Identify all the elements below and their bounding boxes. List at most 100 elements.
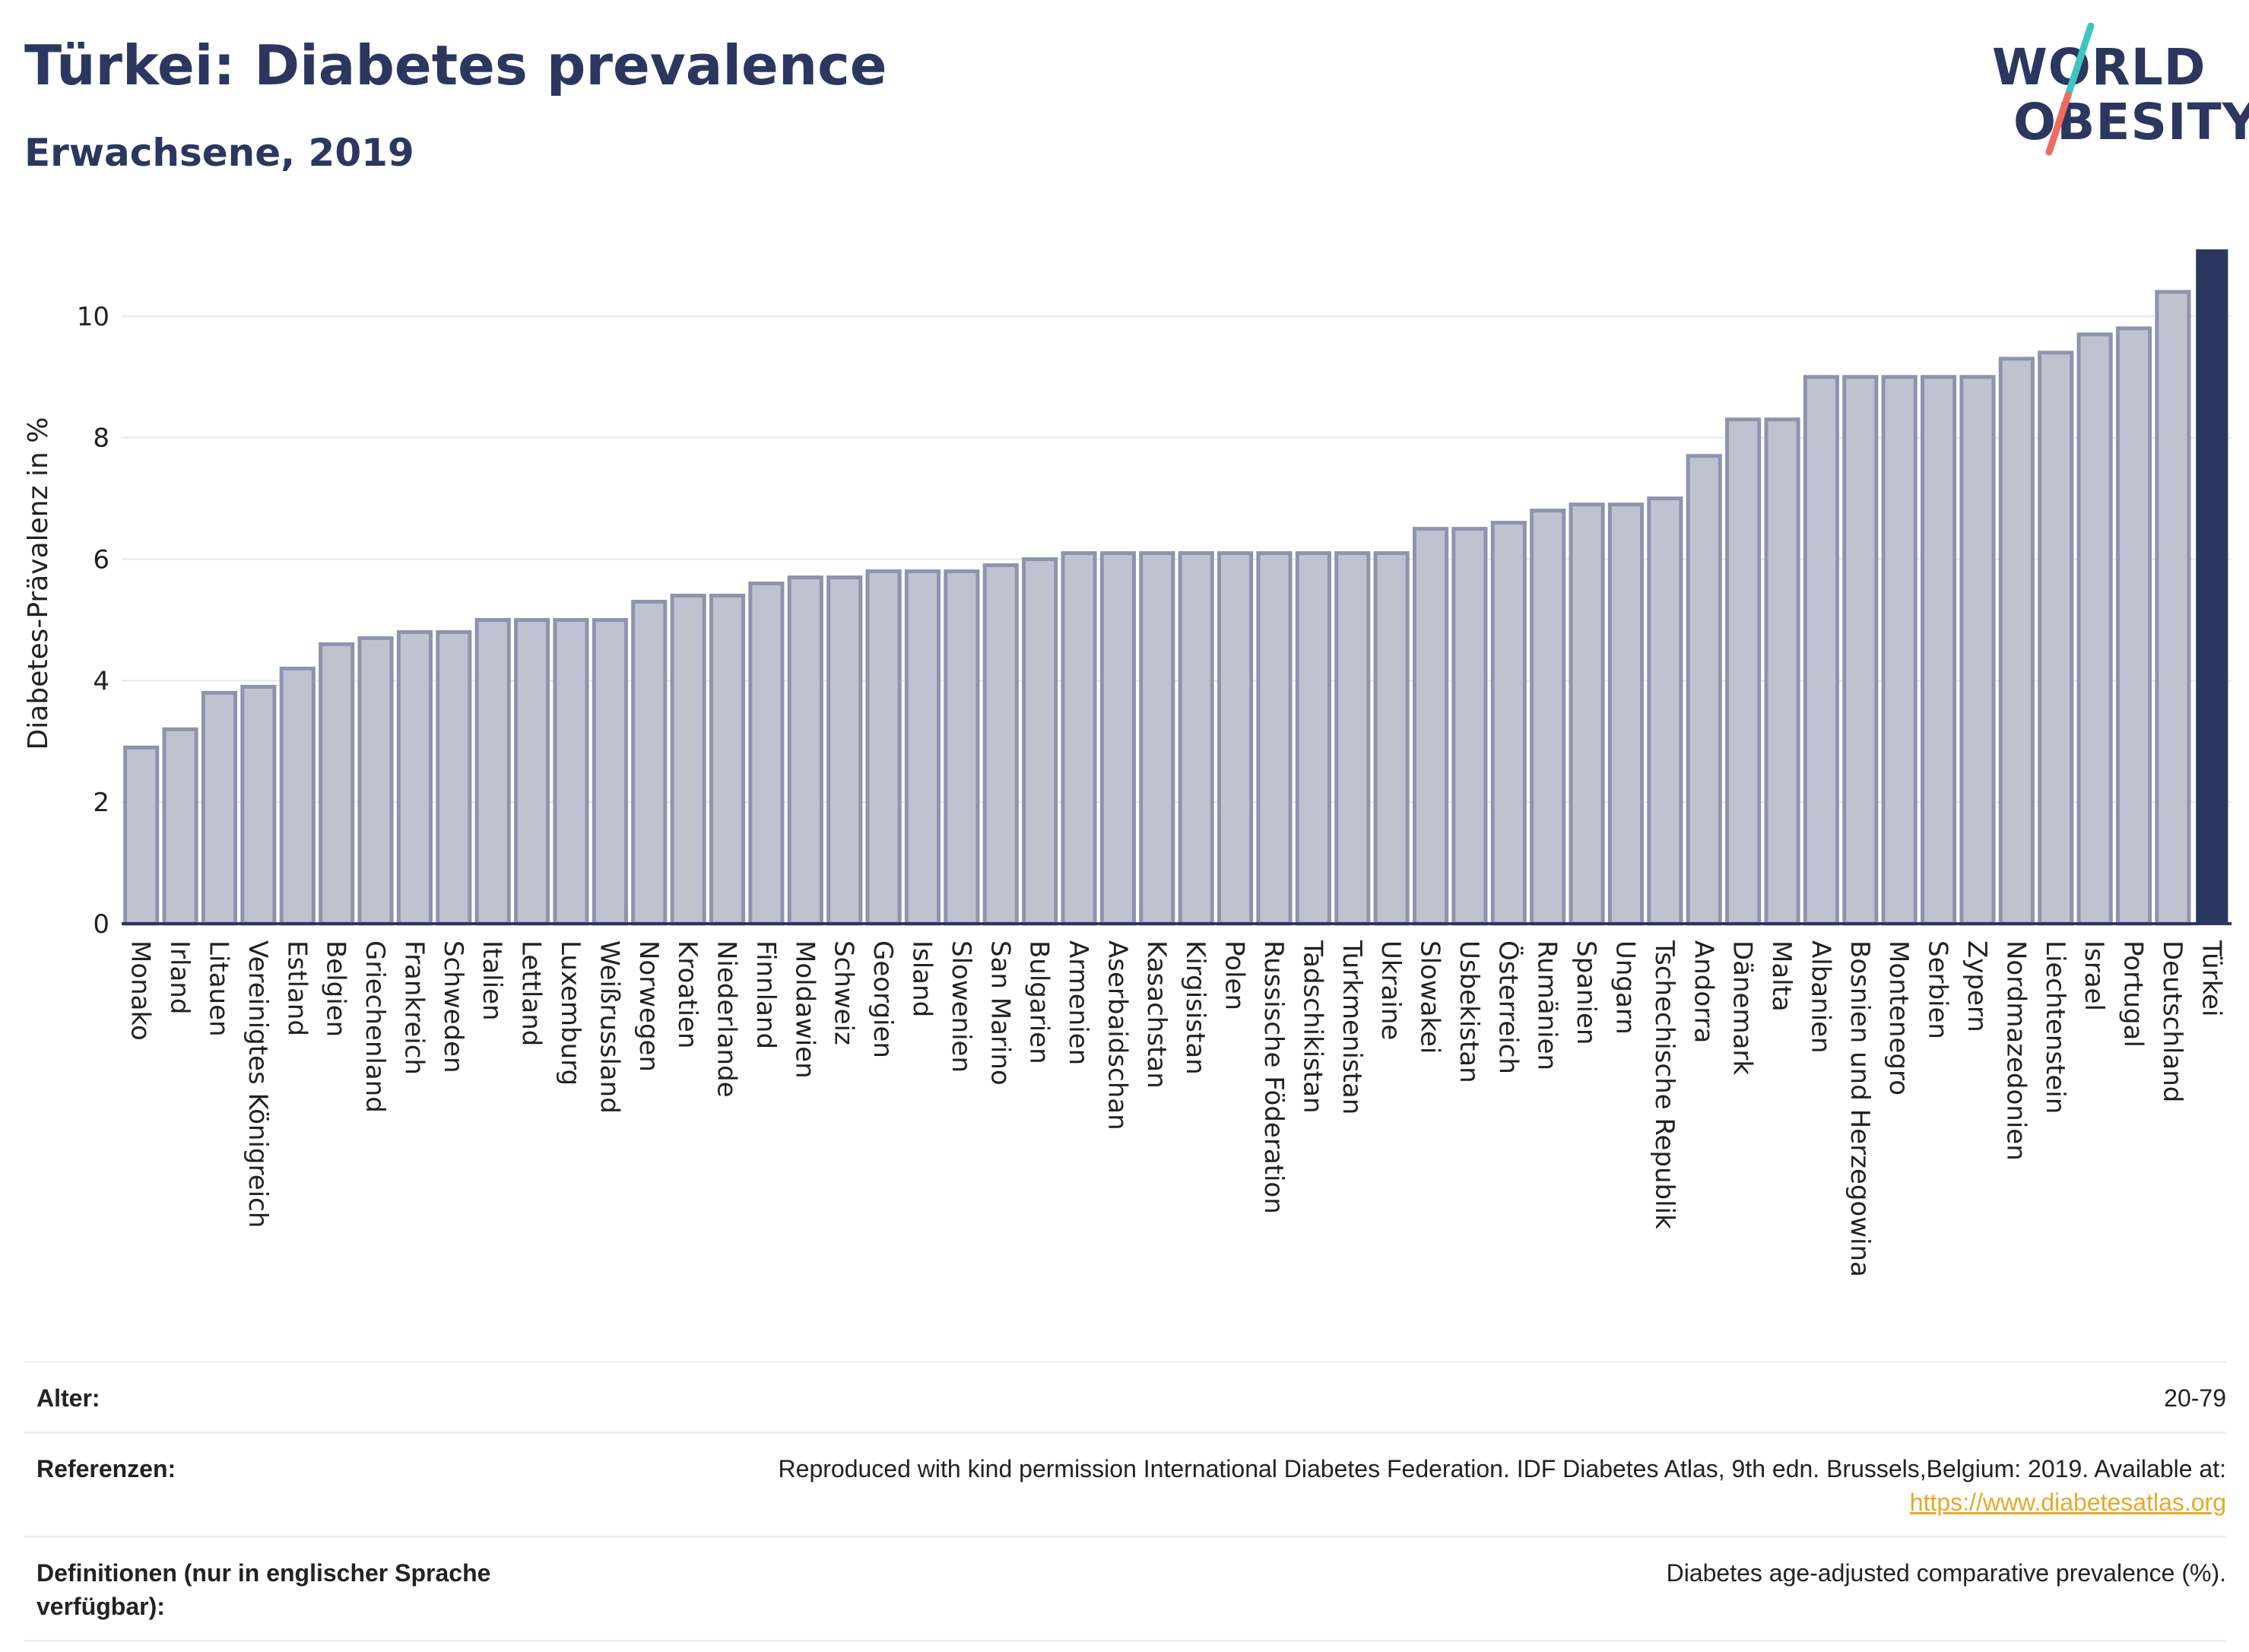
x-tick-label: Vereinigtes Königreich (243, 940, 273, 1228)
age-label: Alter: (36, 1384, 100, 1412)
x-tick-label: Griechenland (360, 940, 390, 1113)
bar-vereinigtes-königreich (240, 684, 277, 926)
y-tick-label: 4 (93, 666, 109, 696)
bar-slowenien (944, 569, 980, 926)
x-tick-label: Norwegen (633, 940, 664, 1072)
x-tick-label: Frankreich (398, 940, 429, 1075)
x-tick-label: Turkmenistan (1337, 940, 1367, 1115)
bar-norwegen (631, 599, 668, 926)
x-tick-label: Montenegro (1883, 940, 1914, 1096)
x-tick-label: Serbien (1923, 940, 1953, 1039)
x-tick-label: Albanien (1805, 940, 1835, 1054)
references-link[interactable]: https://www.diabetesatlas.org (1909, 1489, 2226, 1516)
bar-kasachstan (1139, 551, 1175, 926)
x-tick-label: Slowakei (1415, 940, 1445, 1054)
x-tick-label: Spanien (1571, 940, 1601, 1045)
x-tick-label: Niederlande (712, 940, 742, 1098)
bar-israel (2076, 332, 2113, 926)
y-axis-title: Diabetes-Prävalenz in % (23, 417, 54, 750)
x-tick-label: Türkei (2196, 940, 2226, 1016)
bar-finnland (748, 582, 785, 926)
age-value: 20-79 (2164, 1384, 2226, 1412)
info-row-references: Referenzen: Reproduced with kind permiss… (24, 1432, 2226, 1536)
bar-türkei (2196, 249, 2228, 924)
bar-griechenland (357, 636, 394, 926)
x-tick-label: San Marino (985, 940, 1015, 1086)
bar-slowakei (1412, 527, 1449, 926)
x-tick-label: Moldawien (789, 940, 820, 1079)
bar-albanien (1803, 375, 1839, 926)
world-obesity-logo[interactable]: WORLD OBESITY (1977, 23, 2249, 167)
bar-georgien (865, 569, 902, 926)
bar-italien (474, 617, 511, 926)
x-tick-label: Schweiz (829, 940, 859, 1045)
x-tick-label: Litauen (203, 940, 233, 1037)
x-tick-label: Deutschland (2157, 940, 2187, 1102)
x-tick-label: Zypern (1962, 940, 1992, 1032)
x-tick-label: Liechtenstein (2040, 940, 2070, 1114)
x-tick-label: Malta (1766, 940, 1797, 1012)
x-tick-label: Belgien (321, 940, 351, 1037)
x-tick-label: Kroatien (672, 940, 703, 1048)
y-tick-label: 0 (93, 909, 109, 940)
bar-belgien (319, 642, 355, 926)
y-tick-label: 2 (93, 788, 109, 818)
logo-line-1: WORLD (1992, 38, 2206, 97)
bar-chart: 0 2 4 6 8 10 Monako Irland Litauen Vereinigtes K… (23, 249, 2232, 1277)
x-tick-label: Polen (1220, 940, 1250, 1010)
bar-spanien (1569, 503, 1605, 926)
bar-lettland (514, 617, 550, 926)
bar-zypern (1959, 375, 1996, 926)
x-tick-label: Italien (477, 940, 507, 1021)
y-tick-label: 10 (77, 302, 109, 332)
x-tick-label: Nordmazedonien (2000, 940, 2031, 1161)
bar-montenegro (1881, 375, 1918, 926)
bar-litauen (201, 690, 238, 926)
x-tick-label: Tschechische Republik (1649, 940, 1680, 1229)
y-tick-label: 8 (93, 423, 109, 454)
x-tick-label: Usbekistan (1454, 940, 1484, 1083)
logo-slash-icon (2045, 23, 2095, 156)
bar-dänemark (1725, 417, 1762, 926)
x-tick-label: Slowenien (946, 940, 976, 1073)
bar-san-marino (982, 563, 1019, 926)
x-tick-label: Dänemark (1727, 940, 1758, 1075)
bar-turkmenistan (1334, 551, 1371, 926)
x-tick-label: Kirgisistan (1180, 940, 1210, 1075)
bar-liechtenstein (2038, 350, 2074, 926)
bar-estland (279, 666, 316, 926)
x-tick-label: Luxemburg (555, 940, 585, 1086)
bar-frankreich (396, 629, 433, 926)
bar-luxemburg (553, 617, 589, 926)
bar-polen (1217, 551, 1254, 926)
x-tick-label: Finnland (750, 940, 781, 1049)
x-tick-label: Weißrussland (594, 940, 624, 1114)
bars (123, 249, 2228, 926)
bar-niederlande (709, 593, 746, 926)
bar-island (904, 569, 941, 926)
x-tick-label: Lettland (516, 940, 547, 1046)
references-text: Reproduced with kind permission Internat… (778, 1455, 2226, 1482)
x-tick-label: Ungarn (1610, 940, 1640, 1035)
bar-serbien (1921, 375, 1957, 926)
x-tick-label: Österreich (1492, 940, 1524, 1074)
x-tick-label: Irland (164, 940, 195, 1014)
x-tick-label: Aserbaidschan (1102, 940, 1132, 1130)
x-tick-label: Georgien (868, 940, 898, 1058)
bar-monako (123, 745, 160, 926)
x-tick-label: Bosnien und Herzegowina (1845, 940, 1875, 1277)
bar-bulgarien (1022, 557, 1058, 926)
definitions-value: Diabetes age-adjusted comparative preval… (1666, 1559, 2226, 1587)
info-table: Alter: 20-79 Referenzen: Reproduced with… (24, 1361, 2226, 1642)
x-tick-label: Monako (125, 940, 156, 1041)
bar-nordmazedonien (1998, 357, 2035, 926)
bar-kroatien (670, 593, 706, 926)
x-tick-label: Kasachstan (1141, 940, 1172, 1089)
page-title: Türkei: Diabetes prevalence (24, 33, 887, 97)
bar-rumänien (1530, 509, 1566, 926)
bar-österreich (1490, 521, 1527, 926)
bar-kirgisistan (1178, 551, 1214, 926)
x-tick-label: Russische Föderation (1258, 940, 1289, 1214)
bar-irland (162, 727, 198, 926)
x-tick-label: Ukraine (1375, 940, 1406, 1040)
